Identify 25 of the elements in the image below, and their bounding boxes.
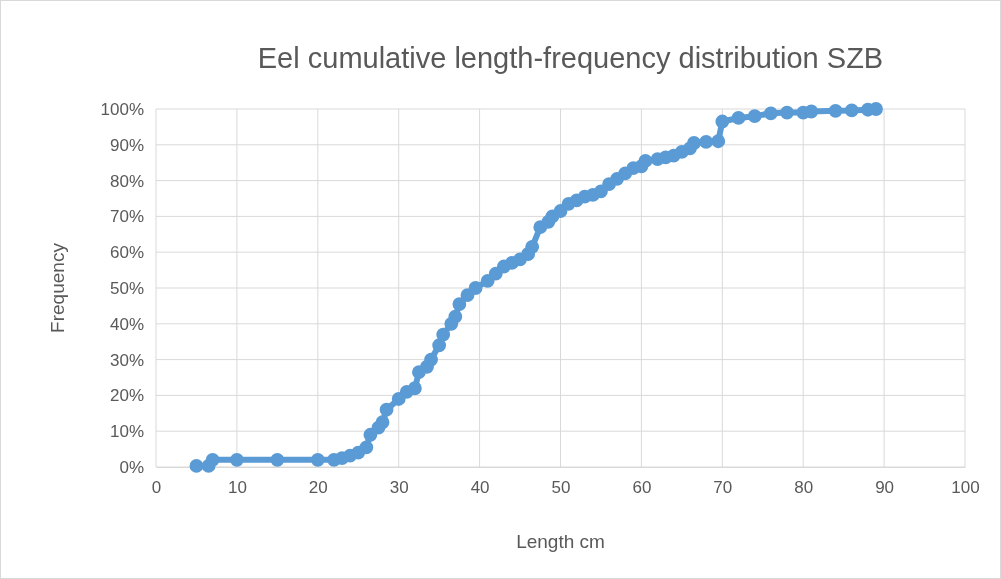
y-tick-label: 50%	[109, 278, 144, 298]
x-tick-label: 60	[632, 478, 652, 498]
y-tick-label: 90%	[109, 135, 144, 155]
x-tick-label: 30	[389, 478, 409, 498]
y-tick-label: 0%	[119, 457, 144, 477]
x-tick-label: 10	[227, 478, 247, 498]
y-tick-label: 80%	[109, 171, 144, 191]
x-tick-label: 100	[951, 478, 980, 498]
y-tick-label: 60%	[109, 243, 144, 263]
x-tick-label: 70	[713, 478, 733, 498]
x-tick-label: 80	[794, 478, 814, 498]
x-tick-label: 90	[875, 478, 895, 498]
x-tick-label: 20	[308, 478, 328, 498]
y-tick-label: 10%	[109, 422, 144, 442]
y-tick-label: 20%	[109, 386, 144, 406]
x-tick-label: 40	[470, 478, 490, 498]
chart-title: Eel cumulative length-frequency distribution SZB	[257, 42, 884, 74]
x-tick-label: 50	[551, 478, 571, 498]
x-tick-label: 0	[151, 478, 162, 498]
y-tick-label: 100%	[100, 99, 144, 119]
y-tick-label: 70%	[109, 207, 144, 227]
y-tick-label: 40%	[109, 314, 144, 334]
y-tick-label: 30%	[109, 350, 144, 370]
y-axis-title: Frequency	[47, 242, 68, 333]
x-axis-title: Length cm	[516, 531, 605, 552]
